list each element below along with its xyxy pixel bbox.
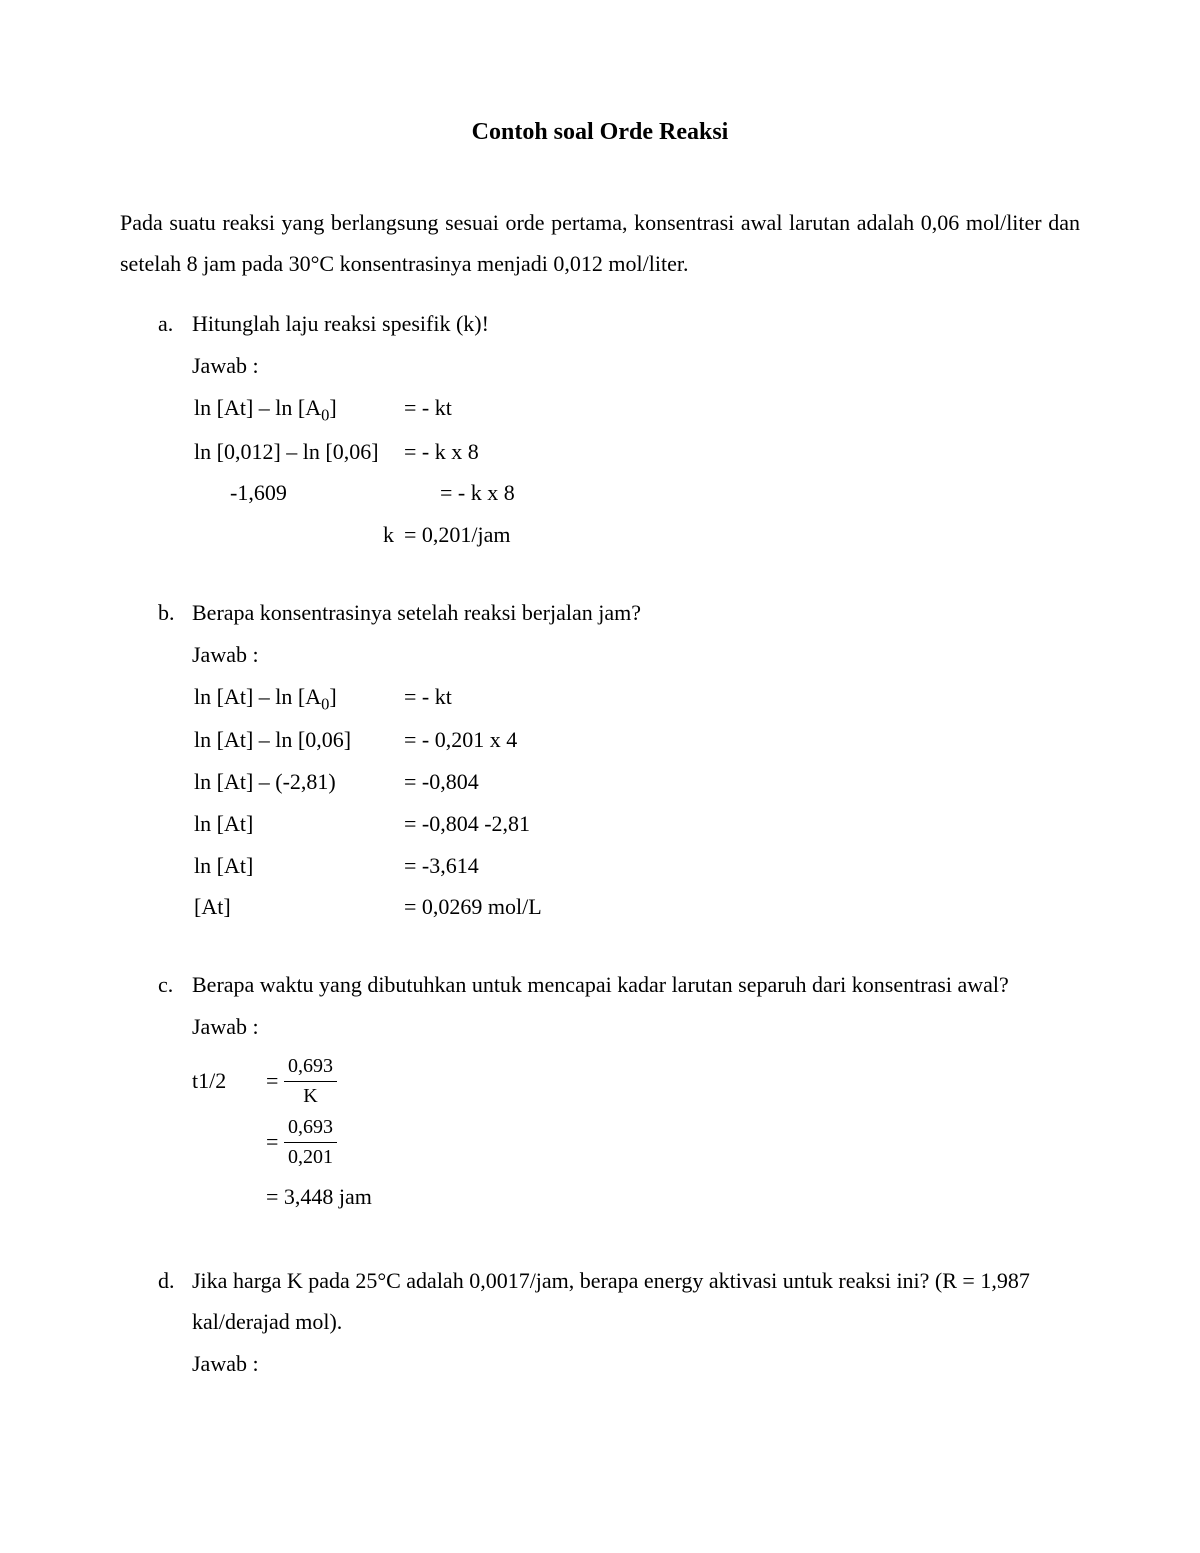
page-title: Contoh soal Orde Reaksi <box>120 110 1080 156</box>
item-b-body: Berapa konsentrasinya setelah reaksi ber… <box>192 592 1080 928</box>
item-a-equations: ln [At] – ln [A0] = - kt ln [0,012] – ln… <box>192 387 1080 556</box>
eq-a-1-l2: ] <box>329 395 336 420</box>
eq-a-3-left: -1,609 <box>194 472 440 514</box>
eq-b-1-right: = - kt <box>404 676 452 720</box>
item-c-marker: c. <box>120 964 192 1223</box>
item-c-answer-label: Jawab : <box>192 1006 1080 1048</box>
eq-a-1-left: ln [At] – ln [A0] <box>194 387 404 431</box>
eq-a-4-left: k <box>194 514 404 556</box>
eq-a-1-l1: ln [At] – ln [A <box>194 395 321 420</box>
intro-paragraph: Pada suatu reaksi yang berlangsung sesua… <box>120 202 1080 286</box>
eq-a-2-left: ln [0,012] – ln [0,06] <box>194 431 404 473</box>
document-page: Contoh soal Orde Reaksi Pada suatu reaks… <box>0 0 1200 1553</box>
eq-b-2-left: ln [At] – ln [0,06] <box>194 719 404 761</box>
eq-b-2: ln [At] – ln [0,06] = - 0,201 x 4 <box>194 719 1080 761</box>
eq-a-2: ln [0,012] – ln [0,06] = - k x 8 <box>194 431 1080 473</box>
item-d-question: Jika harga K pada 25°C adalah 0,0017/jam… <box>192 1260 1080 1344</box>
item-b-answer-label: Jawab : <box>192 634 1080 676</box>
eq-c-3-result: = 3,448 jam <box>266 1176 372 1218</box>
eq-c-2-num: 0,693 <box>284 1115 337 1143</box>
eq-a-4: k = 0,201/jam <box>194 514 1080 556</box>
item-b-question: Berapa konsentrasinya setelah reaksi ber… <box>192 592 1080 634</box>
eq-c-1: t1/2 = 0,693 K <box>192 1054 1080 1109</box>
eq-b-1-l2: ] <box>329 684 336 709</box>
eq-a-1: ln [At] – ln [A0] = - kt <box>194 387 1080 431</box>
eq-b-5: ln [At] = -3,614 <box>194 845 1080 887</box>
item-d-marker: d. <box>120 1260 192 1385</box>
eq-c-3: = 3,448 jam <box>192 1176 1080 1218</box>
eq-b-3-right: = -0,804 <box>404 761 479 803</box>
eq-b-4-left: ln [At] <box>194 803 404 845</box>
item-d: d. Jika harga K pada 25°C adalah 0,0017/… <box>120 1260 1080 1385</box>
item-c-body: Berapa waktu yang dibutuhkan untuk menca… <box>192 964 1080 1223</box>
eq-b-6: [At] = 0,0269 mol/L <box>194 886 1080 928</box>
eq-a-4-right: = 0,201/jam <box>404 514 511 556</box>
item-a-marker: a. <box>120 303 192 556</box>
eq-b-3: ln [At] – (-2,81) = -0,804 <box>194 761 1080 803</box>
eq-b-1-left: ln [At] – ln [A0] <box>194 676 404 720</box>
eq-c-1-eq: = <box>266 1068 284 1094</box>
eq-b-1-l1: ln [At] – ln [A <box>194 684 321 709</box>
eq-c-2: = 0,693 0,201 <box>192 1115 1080 1170</box>
eq-b-3-left: ln [At] – (-2,81) <box>194 761 404 803</box>
eq-b-5-right: = -3,614 <box>404 845 479 887</box>
eq-a-1-right: = - kt <box>404 387 452 431</box>
item-d-answer-label: Jawab : <box>192 1343 1080 1385</box>
item-b-equations: ln [At] – ln [A0] = - kt ln [At] – ln [0… <box>192 676 1080 929</box>
eq-a-3: -1,609 = - k x 8 <box>194 472 1080 514</box>
eq-c-1-lhs: t1/2 <box>192 1068 266 1094</box>
eq-c-1-den: K <box>299 1082 321 1109</box>
eq-c-2-frac: 0,693 0,201 <box>284 1115 337 1170</box>
item-c: c. Berapa waktu yang dibutuhkan untuk me… <box>120 964 1080 1223</box>
eq-c-1-num: 0,693 <box>284 1054 337 1082</box>
eq-b-6-right: = 0,0269 mol/L <box>404 886 542 928</box>
item-b-marker: b. <box>120 592 192 928</box>
eq-a-2-right: = - k x 8 <box>404 431 479 473</box>
item-a-body: Hitunglah laju reaksi spesifik (k)! Jawa… <box>192 303 1080 556</box>
eq-b-2-right: = - 0,201 x 4 <box>404 719 517 761</box>
item-b: b. Berapa konsentrasinya setelah reaksi … <box>120 592 1080 928</box>
item-a-answer-label: Jawab : <box>192 345 1080 387</box>
item-a-question: Hitunglah laju reaksi spesifik (k)! <box>192 303 1080 345</box>
eq-c-2-eq: = <box>266 1129 284 1155</box>
eq-a-3-right: = - k x 8 <box>440 472 515 514</box>
eq-b-5-left: ln [At] <box>194 845 404 887</box>
item-c-question: Berapa waktu yang dibutuhkan untuk menca… <box>192 964 1080 1006</box>
eq-c-2-den: 0,201 <box>284 1143 337 1170</box>
eq-b-1: ln [At] – ln [A0] = - kt <box>194 676 1080 720</box>
eq-c-1-frac: 0,693 K <box>284 1054 337 1109</box>
item-a: a. Hitunglah laju reaksi spesifik (k)! J… <box>120 303 1080 556</box>
eq-b-4: ln [At] = -0,804 -2,81 <box>194 803 1080 845</box>
eq-b-4-right: = -0,804 -2,81 <box>404 803 530 845</box>
item-d-body: Jika harga K pada 25°C adalah 0,0017/jam… <box>192 1260 1080 1385</box>
eq-b-6-left: [At] <box>194 886 404 928</box>
